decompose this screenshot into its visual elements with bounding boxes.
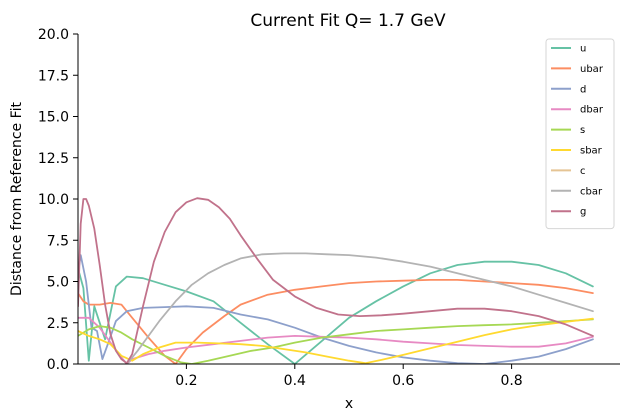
legend-label-sbar: sbar [580,146,603,157]
y-tick-label: 17.5 [38,68,69,84]
legend-label-s: s [580,125,585,136]
y-tick-label: 0.0 [47,357,69,373]
y-tick-label: 5.0 [47,275,69,291]
legend-label-d: d [580,84,586,95]
x-axis-ticks: 0.2 0.4 0.6 0.8 [175,364,523,389]
legend-box [545,38,615,230]
series-line-g [78,197,594,364]
series-line-cbar [125,252,594,364]
legend-label-u: u [580,44,586,55]
legend-label-ubar: ubar [580,64,604,75]
y-axis-ticks: 0.0 2.5 5.0 7.5 10.0 12.5 15.0 17.5 20.0 [38,27,78,373]
chart-title: Current Fit Q= 1.7 GeV [250,11,446,31]
legend-label-g: g [580,207,586,218]
legend-label-cbar: cbar [580,186,603,197]
y-tick-label: 10.0 [38,192,69,208]
x-tick-label: 0.4 [284,373,306,389]
y-tick-label: 20.0 [38,27,69,43]
x-tick-label: 0.2 [175,373,197,389]
y-axis-label: Distance from Reference Fit [9,101,25,296]
series-line-u [78,260,594,364]
legend-label-dbar: dbar [580,105,604,116]
x-tick-label: 0.6 [392,373,414,389]
series-line-sbar [78,317,594,364]
series-line-dbar [78,316,594,364]
legend-label-c: c [580,166,586,177]
y-tick-label: 7.5 [47,233,69,249]
series-line-s [78,318,594,364]
series-line-ubar [78,278,594,364]
x-axis-label: x [345,396,353,412]
x-tick-label: 0.8 [500,373,522,389]
y-tick-label: 2.5 [47,316,69,332]
y-tick-label: 12.5 [38,151,69,167]
series-line-d [78,254,594,364]
legend: u ubar d dbar s sbar c cbar g [545,38,615,230]
plot-area [78,197,594,364]
y-tick-label: 15.0 [38,110,69,126]
